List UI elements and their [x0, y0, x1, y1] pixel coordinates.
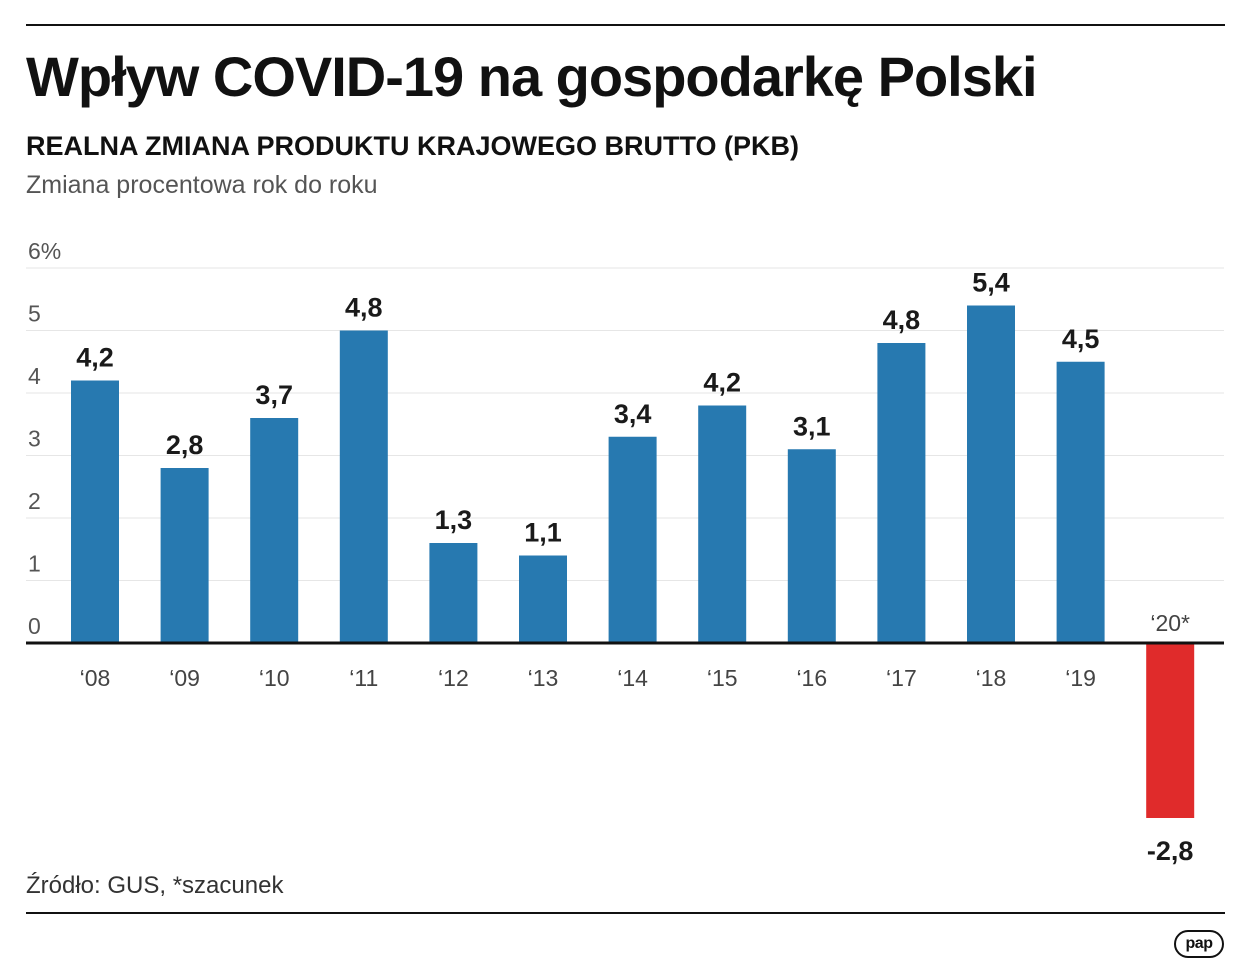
page-title: Wpływ COVID-19 na gospodarkę Polski — [26, 45, 1038, 108]
x-tick-label: ‘13 — [528, 665, 559, 691]
x-tick-label: ‘11 — [349, 665, 378, 691]
value-label: 4,8 — [883, 305, 921, 335]
x-tick-label: ‘09 — [169, 665, 200, 691]
y-tick-label: 5 — [28, 301, 41, 327]
bar-8 — [787, 449, 836, 643]
x-tick-label: ‘16 — [796, 665, 827, 691]
value-label: 5,4 — [972, 268, 1010, 298]
chart-subtitle: REALNA ZMIANA PRODUKTU KRAJOWEGO BRUTTO … — [26, 131, 799, 161]
x-tick-label: ‘20* — [1150, 610, 1190, 636]
bar-3 — [339, 330, 388, 643]
x-tick-label: ‘14 — [617, 665, 648, 691]
x-axis-ticks: ‘08 ‘09 ‘10 ‘11 ‘12 ‘13 ‘14 ‘15 ‘16 ‘17 ‘18 ‘19 ‘20* — [80, 610, 1190, 691]
bar-10 — [967, 305, 1015, 643]
value-label: 2,8 — [166, 430, 204, 460]
y-tick-label: 4 — [28, 363, 41, 389]
source-note: Źródło: GUS, *szacunek — [26, 872, 284, 899]
value-labels: 4,2 2,8 3,7 4,8 1,3 1,1 3,4 4,2 3,1 4,8 5,4 4,5 -2,8 — [76, 268, 1193, 867]
value-label: 1,3 — [435, 505, 473, 535]
y-tick-label: 2 — [28, 488, 41, 514]
y-tick-label: 6% — [28, 238, 61, 264]
bar-6 — [608, 436, 657, 643]
value-label: 1,1 — [524, 518, 562, 548]
bar-9 — [877, 343, 926, 643]
value-label: 4,8 — [345, 293, 383, 323]
x-tick-label: ‘19 — [1065, 665, 1096, 691]
value-label: 3,1 — [793, 411, 831, 441]
x-tick-label: ‘18 — [976, 665, 1007, 691]
value-label: 4,5 — [1062, 324, 1100, 354]
pap-logo-text: pap — [1185, 935, 1213, 952]
y-tick-label: 0 — [28, 613, 41, 639]
bottom-rule — [26, 912, 1225, 914]
x-tick-label: ‘12 — [438, 665, 469, 691]
bar-11 — [1056, 361, 1105, 643]
top-rule — [26, 24, 1225, 26]
bar-2 — [250, 418, 299, 643]
x-tick-label: ‘08 — [80, 665, 111, 691]
value-label: 4,2 — [703, 368, 741, 398]
x-tick-label: ‘10 — [259, 665, 290, 691]
bar-4 — [429, 543, 478, 643]
y-tick-label: 1 — [28, 551, 41, 577]
value-label: -2,8 — [1147, 836, 1194, 866]
x-tick-label: ‘17 — [886, 665, 917, 691]
y-axis-ticks: 0 1 2 3 4 5 6% — [28, 238, 61, 639]
bar-0 — [71, 380, 119, 643]
bar-12 — [1146, 643, 1195, 818]
value-label: 3,4 — [614, 399, 652, 429]
bar-1 — [160, 468, 209, 643]
x-tick-label: ‘15 — [707, 665, 738, 691]
bars — [71, 305, 1195, 818]
bar-5 — [519, 555, 567, 643]
chart-caption: Zmiana procentowa rok do roku — [26, 171, 378, 199]
value-label: 4,2 — [76, 343, 114, 373]
pap-logo: pap — [1174, 930, 1224, 958]
y-tick-label: 3 — [28, 426, 41, 452]
bar-7 — [698, 405, 747, 643]
value-label: 3,7 — [255, 380, 293, 410]
